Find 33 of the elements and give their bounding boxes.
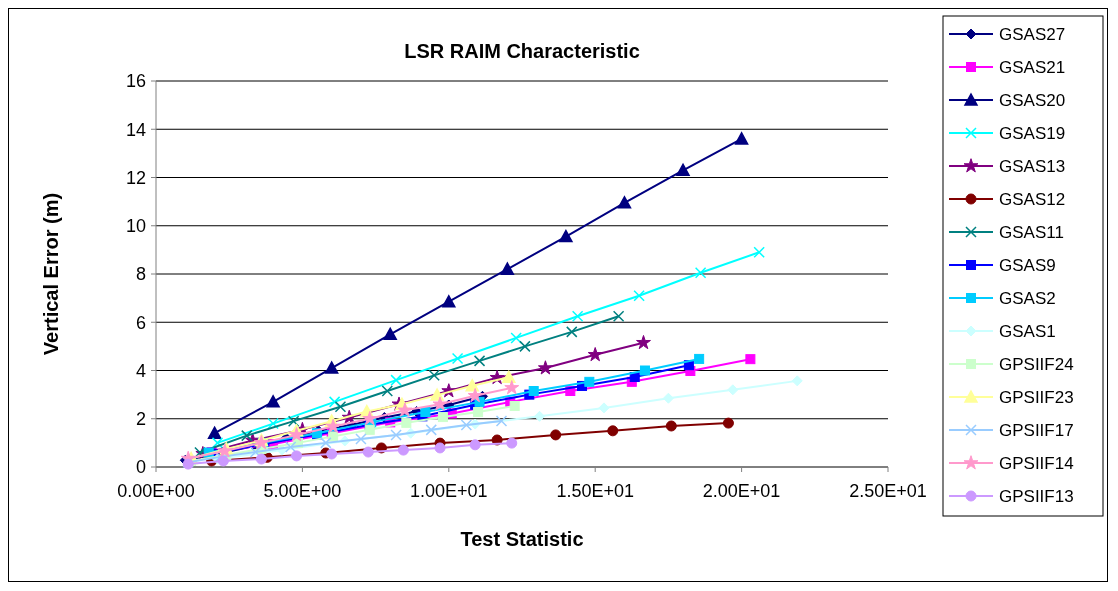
legend-label: GSAS20 (999, 90, 1066, 110)
y-tick-label: 2 (135, 409, 146, 430)
legend-label: GSAS21 (999, 57, 1066, 77)
legend-label: GPSIIF23 (999, 387, 1074, 407)
y-tick-label: 8 (135, 264, 146, 285)
x-tick-label: 2.00E+01 (702, 481, 781, 501)
legend-label: GSAS11 (999, 222, 1064, 242)
y-tick-label: 16 (125, 71, 146, 92)
y-tick-label: 6 (135, 312, 146, 333)
legend-label: GPSIIF24 (999, 354, 1074, 374)
chart-title: LSR RAIM Characteristic (404, 40, 640, 62)
y-tick-label: 0 (135, 457, 146, 478)
legend-label: GSAS9 (999, 255, 1056, 275)
x-tick-label: 2.50E+01 (849, 481, 927, 501)
x-tick-label: 5.00E+00 (263, 481, 342, 501)
legend-label: GSAS1 (999, 321, 1056, 341)
legend-label: GPSIIF17 (999, 420, 1074, 440)
x-tick-label: 1.00E+01 (410, 481, 488, 501)
y-tick-label: 14 (125, 119, 146, 140)
x-tick-label: 1.50E+01 (556, 481, 634, 501)
y-axis-title: Vertical Error (m) (40, 192, 62, 356)
legend-label: GSAS27 (999, 24, 1066, 44)
y-tick-label: 4 (135, 360, 146, 381)
legend-label: GSAS12 (999, 189, 1066, 209)
y-tick-label: 12 (125, 167, 146, 188)
legend-label: GPSIIF14 (999, 453, 1074, 473)
legend-label: GPSIIF13 (999, 486, 1074, 506)
y-tick-label: 10 (125, 216, 146, 237)
legend-label: GSAS13 (999, 156, 1066, 176)
x-tick-label: 0.00E+00 (117, 481, 195, 501)
legend-label: GSAS19 (999, 123, 1066, 143)
x-axis-title: Test Statistic (460, 528, 584, 550)
legend-label: GSAS2 (999, 288, 1056, 308)
